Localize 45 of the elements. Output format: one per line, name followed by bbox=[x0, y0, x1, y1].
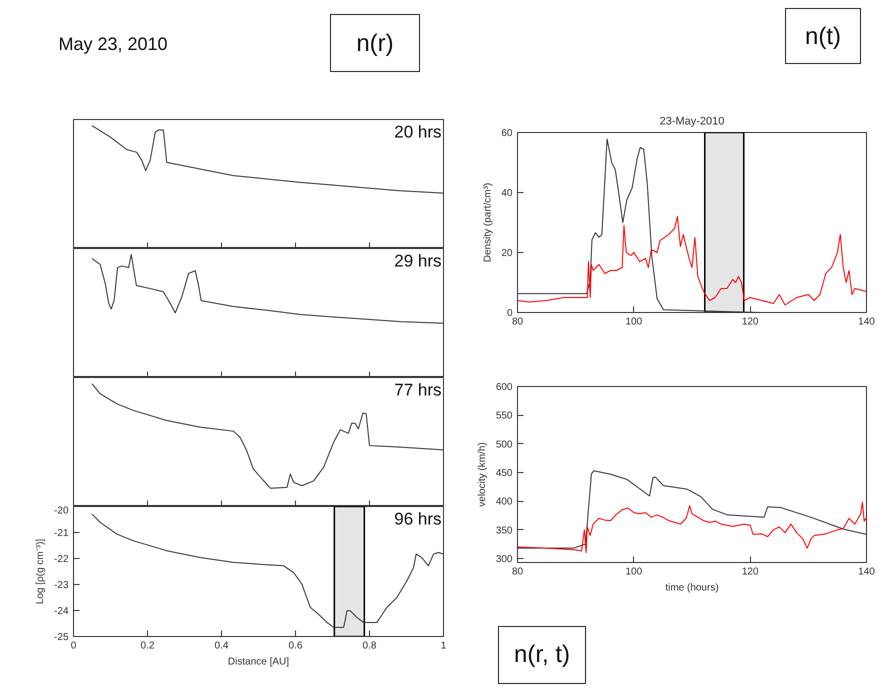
text: n(r, t) bbox=[514, 640, 570, 670]
y-tick-label: -24 bbox=[54, 606, 69, 617]
y-tick-label: 40 bbox=[501, 188, 513, 199]
y-axis-title: Density (part/cm³) bbox=[482, 182, 494, 262]
y-tick-label: -23 bbox=[54, 580, 69, 591]
x-tick-label: 0.4 bbox=[214, 640, 229, 652]
chart-title: 20 hrs bbox=[394, 122, 442, 142]
x-axis-title: time (hours) bbox=[665, 582, 719, 594]
x-tick-label: 100 bbox=[625, 316, 643, 328]
y-tick-label: 600 bbox=[496, 382, 513, 393]
y-tick-label: 550 bbox=[496, 410, 513, 422]
x-tick-label: 0.6 bbox=[288, 640, 303, 652]
x-tick-label: 100 bbox=[625, 566, 643, 578]
chart-title: 23-May-2010 bbox=[660, 116, 724, 128]
x-tick-label: 140 bbox=[858, 566, 876, 578]
y-tick-label: -22 bbox=[54, 554, 69, 565]
y-axis-title: velocity (km/h) bbox=[476, 442, 488, 507]
y-tick-label: 0 bbox=[506, 308, 513, 319]
y-tick-label: -25 bbox=[54, 632, 69, 643]
text: n(t) bbox=[805, 22, 841, 52]
y-tick-label: 500 bbox=[496, 439, 513, 450]
x-axis-title: Distance [AU] bbox=[228, 656, 290, 668]
x-tick-label: 140 bbox=[858, 316, 876, 328]
y-tick-label: 60 bbox=[501, 128, 513, 139]
y-tick-label: 350 bbox=[496, 525, 513, 536]
y-tick-label: 400 bbox=[496, 496, 513, 508]
x-tick-label: 1 bbox=[440, 640, 447, 652]
y-tick-label: 450 bbox=[496, 468, 513, 479]
y-tick-label: -20 bbox=[54, 506, 69, 516]
x-tick-label: 0.8 bbox=[362, 640, 377, 652]
chart-title: 77 hrs bbox=[394, 380, 442, 400]
x-tick-label: 80 bbox=[512, 566, 524, 578]
x-tick-label: 0.2 bbox=[140, 640, 155, 652]
x-tick-label: 120 bbox=[742, 566, 759, 578]
text: May 23, 2010 bbox=[58, 33, 168, 56]
x-tick-label: 0 bbox=[70, 640, 77, 652]
text: n(r) bbox=[356, 29, 394, 59]
chart-title: 29 hrs bbox=[394, 252, 442, 270]
y-axis-title: Log [ρ(g cm⁻³)] bbox=[35, 538, 46, 604]
chart-title: 96 hrs bbox=[394, 510, 442, 528]
x-tick-label: 80 bbox=[512, 316, 524, 328]
x-tick-label: 120 bbox=[742, 316, 759, 328]
y-tick-label: 300 bbox=[496, 554, 513, 565]
y-tick-label: -21 bbox=[54, 528, 69, 539]
y-tick-label: 20 bbox=[501, 248, 513, 259]
